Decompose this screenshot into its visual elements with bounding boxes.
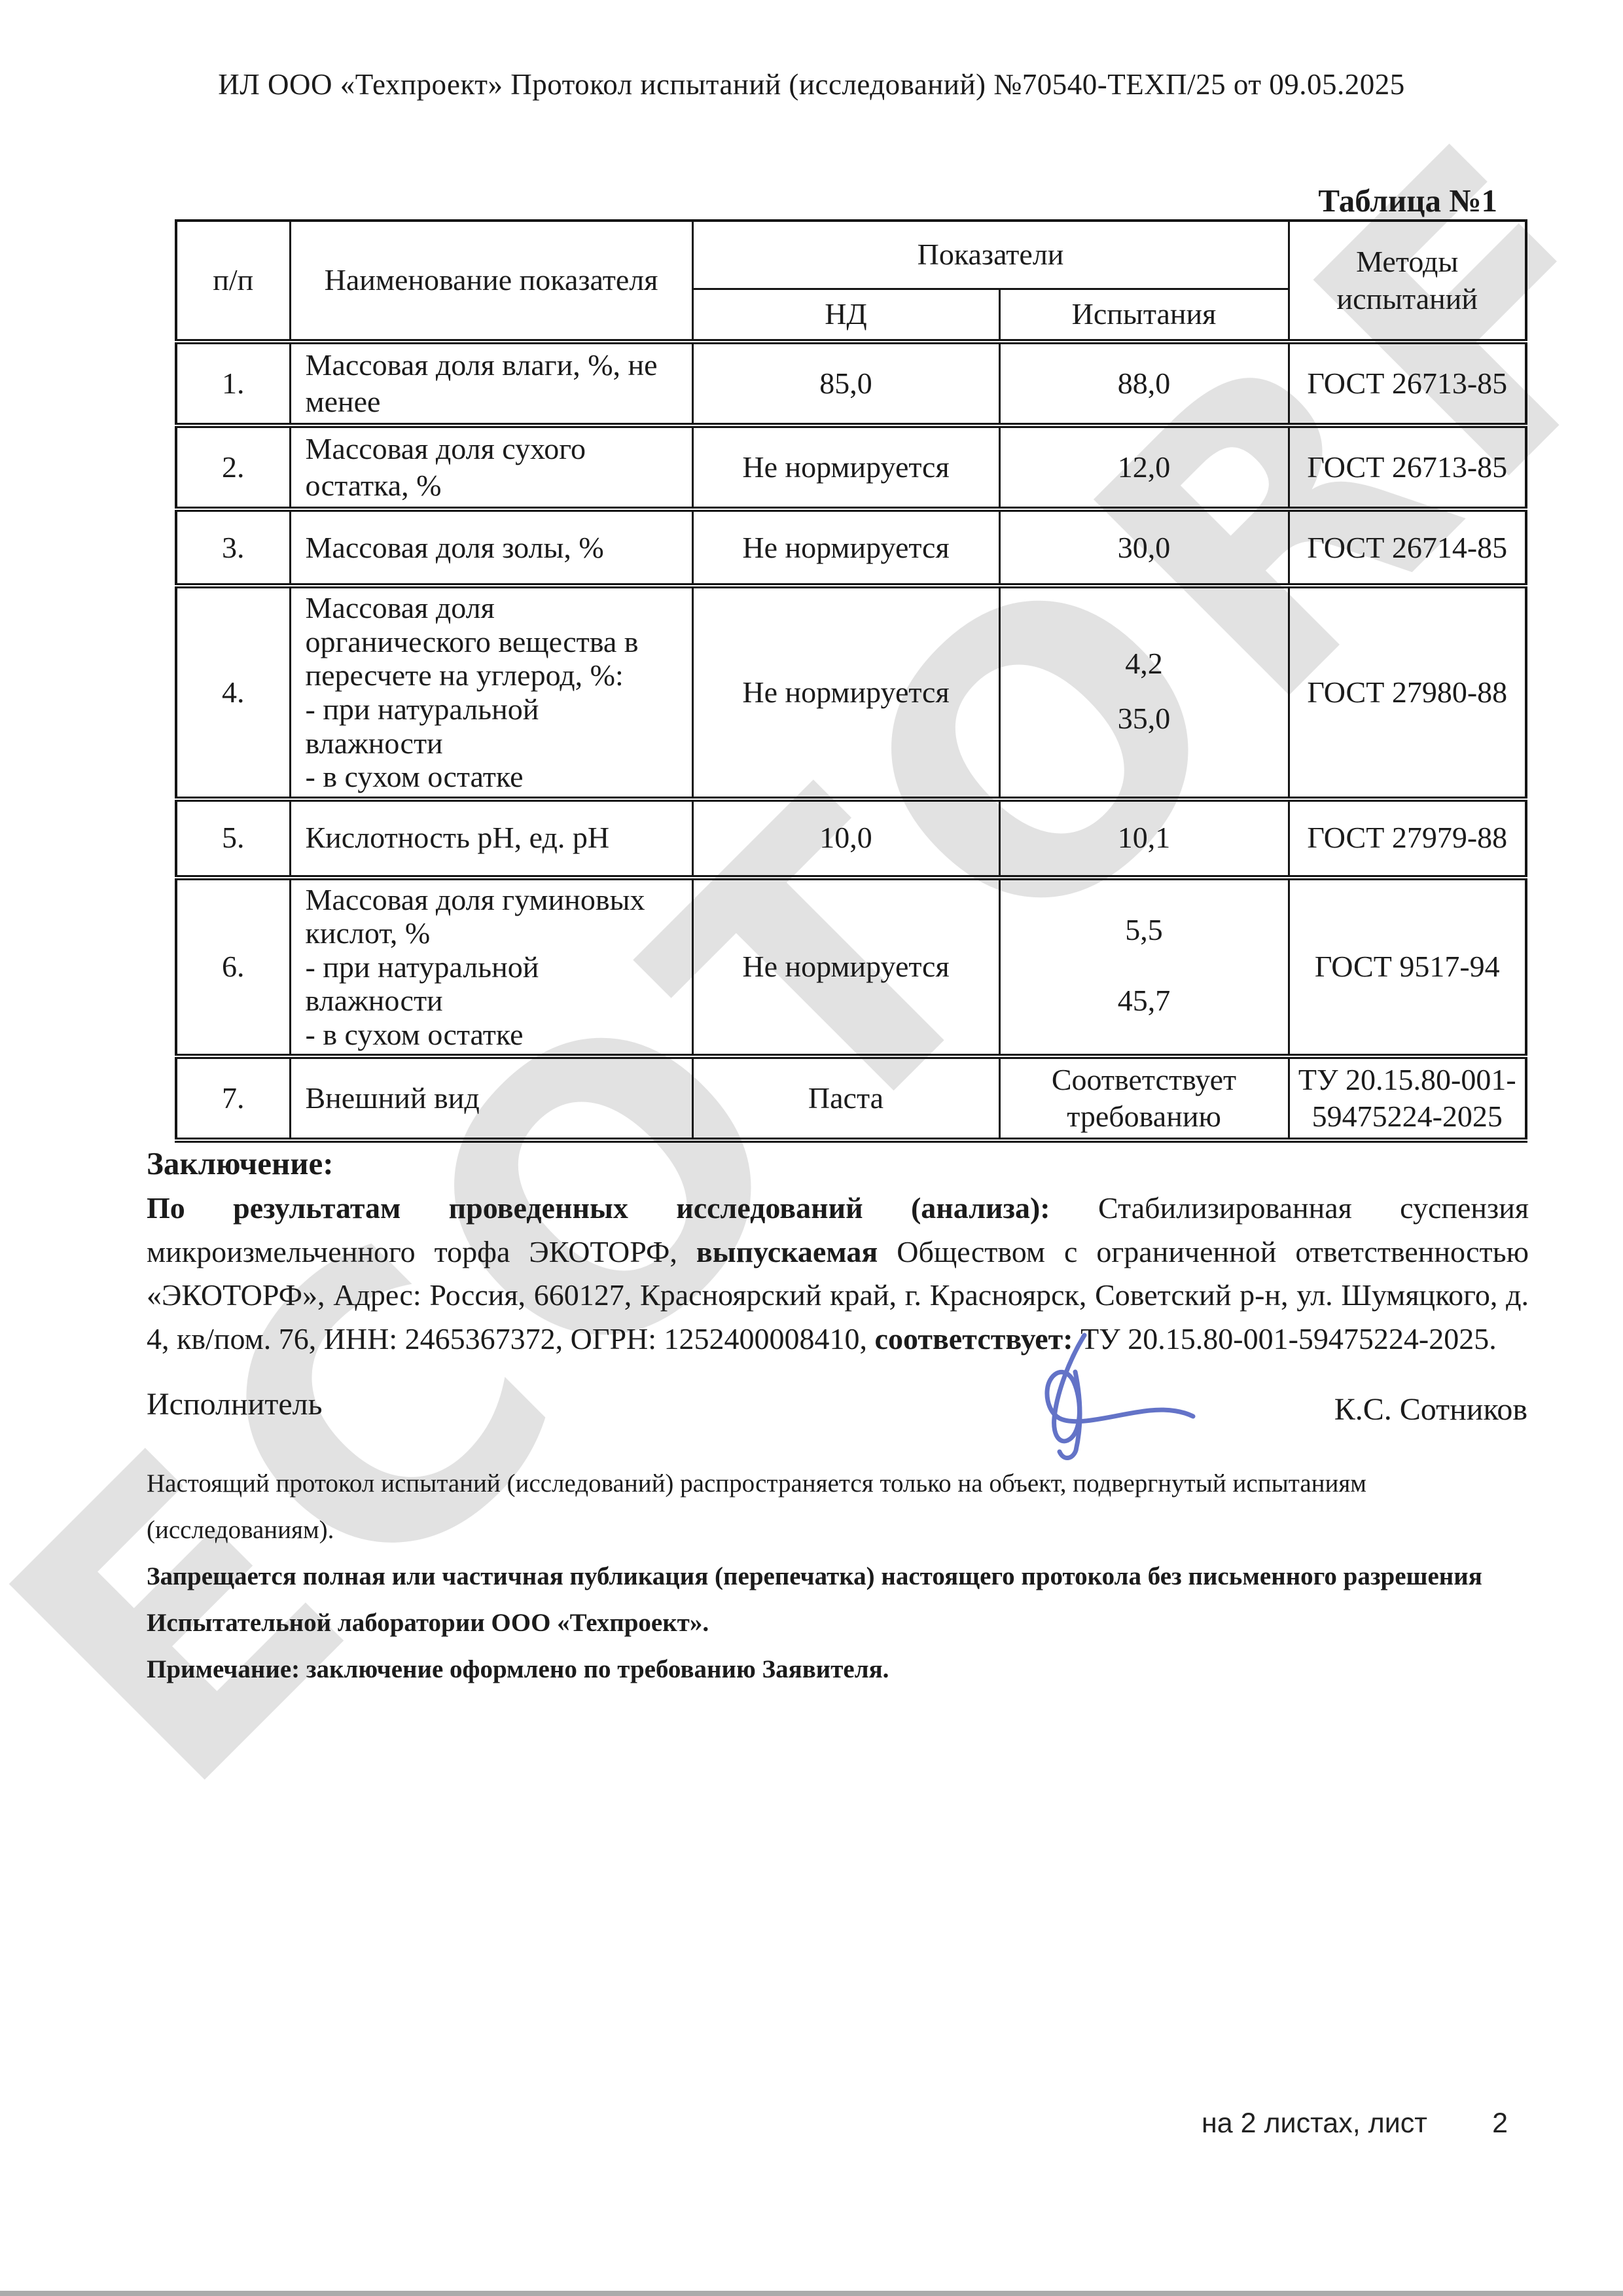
cell-test: 12,0 — [998, 423, 1290, 511]
table-row: 7. Внешний вид Паста Соответствует требо… — [175, 1054, 1527, 1141]
cell-name: Массовая доля органического вещества в п… — [289, 583, 694, 800]
cell-name: Внешний вид — [289, 1054, 694, 1141]
table-caption: Таблица №1 — [1318, 183, 1497, 219]
conclusion-text: Обществом с ограниченной ответственность… — [147, 1234, 1529, 1356]
cell-nd: Не нормируется — [691, 874, 1001, 1058]
cell-test: 88,0 — [998, 338, 1290, 427]
name-line: - при натуральной — [305, 950, 539, 984]
cell-method: ГОСТ 26713-85 — [1287, 423, 1527, 511]
cell-num: 6. — [175, 874, 291, 1058]
cell-name: Массовая доля сухого остатка, % — [289, 423, 694, 511]
table-row: 6. Массовая доля гуминовых кислот, % - п… — [175, 874, 1527, 1058]
header-num: п/п — [175, 219, 291, 343]
header-methods: Методы испытаний — [1287, 219, 1527, 343]
test-value: 35,0 — [1117, 701, 1171, 735]
name-line: Массовая доля — [305, 591, 495, 625]
cell-method: ГОСТ 27979-88 — [1287, 796, 1527, 879]
name-line: - при натуральной — [305, 692, 539, 726]
document-header-line: ИЛ ООО «Техпроект» Протокол испытаний (и… — [218, 68, 1405, 101]
cell-method: ГОСТ 26714-85 — [1287, 507, 1527, 587]
note-prohibition: Запрещается полная или частичная публика… — [147, 1562, 1482, 1637]
cell-num: 5. — [175, 796, 291, 879]
cell-num: 7. — [175, 1054, 291, 1141]
cell-method: ТУ 20.15.80-001-59475224-2025 — [1287, 1054, 1527, 1141]
name-line: органического вещества в — [305, 624, 639, 658]
cell-nd: Не нормируется — [691, 423, 1001, 511]
cell-method: ГОСТ 9517-94 — [1287, 874, 1527, 1058]
header-name: Наименование показателя — [289, 219, 694, 343]
sheet-number: 2 — [1492, 2108, 1508, 2139]
table-row: 2. Массовая доля сухого остатка, % Не но… — [175, 423, 1527, 511]
test-value: 45,7 — [1117, 984, 1171, 1018]
conclusion-paragraph: По результатам проведенных исследований … — [147, 1187, 1529, 1361]
conclusion-section: Заключение: По результатам проведенных и… — [147, 1140, 1529, 1361]
cell-name: Массовая доля влаги, %, не менее — [289, 338, 694, 427]
header-test: Испытания — [998, 287, 1290, 343]
cell-num: 4. — [175, 583, 291, 800]
cell-nd: Не нормируется — [691, 583, 1001, 800]
signature-image — [1044, 1333, 1196, 1460]
cell-test: 4,2 35,0 — [998, 583, 1290, 800]
table-row: 4. Массовая доля органического вещества … — [175, 583, 1527, 800]
sheet-count-label: на 2 листах, лист — [1202, 2108, 1427, 2139]
note-scope: Настоящий протокол испытаний (исследован… — [147, 1469, 1366, 1544]
table-header-row: п/п Наименование показателя Показатели М… — [175, 219, 1527, 343]
name-line: - в сухом остатке — [305, 760, 524, 794]
conclusion-heading: Заключение: — [147, 1145, 334, 1181]
table-row: 5. Кислотность рН, ед. рН 10,0 10,1 ГОСТ… — [175, 796, 1527, 879]
cell-num: 1. — [175, 338, 291, 427]
name-line: влажности — [305, 984, 443, 1018]
sheet-footer: на 2 листах, лист 2 — [1202, 2108, 1508, 2140]
conclusion-bold: соответствует: — [874, 1322, 1073, 1356]
name-line: кислот, % — [305, 916, 431, 950]
table-row: 3. Массовая доля золы, % Не нормируется … — [175, 507, 1527, 587]
header-nd: НД — [691, 287, 1001, 343]
executor-name: К.С. Сотников — [1334, 1392, 1527, 1427]
table-subheader-row: НД Испытания — [176, 287, 1526, 343]
cell-method: ГОСТ 27980-88 — [1287, 583, 1527, 800]
cell-nd: Паста — [691, 1054, 1001, 1141]
cell-nd: 10,0 — [691, 796, 1001, 879]
name-line: Массовая доля гуминовых — [305, 882, 645, 916]
conclusion-lead: По результатам проведенных исследований … — [147, 1191, 1050, 1225]
cell-method: ГОСТ 26713-85 — [1287, 338, 1527, 427]
conclusion-text: ТУ 20.15.80-001-59475224-2025. — [1073, 1322, 1497, 1356]
cell-name: Массовая доля золы, % — [289, 507, 694, 587]
cell-num: 3. — [175, 507, 291, 587]
executor-label: Исполнитель — [147, 1387, 323, 1422]
cell-name: Массовая доля гуминовых кислот, % - при … — [289, 874, 694, 1058]
cell-num: 2. — [175, 423, 291, 511]
conclusion-bold: выпускаемая — [696, 1234, 878, 1268]
conclusion-text: Стабилизированная суспензия микроизмельч… — [147, 1191, 1529, 1268]
header-indicators: Показатели — [691, 219, 1290, 290]
footer-notes: Настоящий протокол испытаний (исследован… — [147, 1461, 1535, 1693]
name-line: - в сухом остатке — [305, 1017, 524, 1051]
cell-nd: Не нормируется — [691, 507, 1001, 587]
scan-edge-artifact — [0, 2291, 1623, 2296]
cell-test: 5,5 45,7 — [998, 874, 1290, 1058]
test-value: 4,2 — [1125, 646, 1163, 680]
name-line: пересчете на углерод, %: — [305, 658, 624, 692]
results-table: п/п Наименование показателя Показатели М… — [175, 219, 1527, 1143]
test-value: 5,5 — [1125, 913, 1163, 947]
cell-test: Соответствует требованию — [998, 1054, 1290, 1141]
cell-test: 10,1 — [998, 796, 1290, 879]
cell-test: 30,0 — [998, 507, 1290, 587]
table-row: 1. Массовая доля влаги, %, не менее 85,0… — [175, 338, 1527, 427]
cell-name: Кислотность рН, ед. рН — [289, 796, 694, 879]
cell-nd: 85,0 — [691, 338, 1001, 427]
name-line: влажности — [305, 726, 443, 760]
note-remark: Примечание: заключение оформлено по треб… — [147, 1655, 889, 1683]
